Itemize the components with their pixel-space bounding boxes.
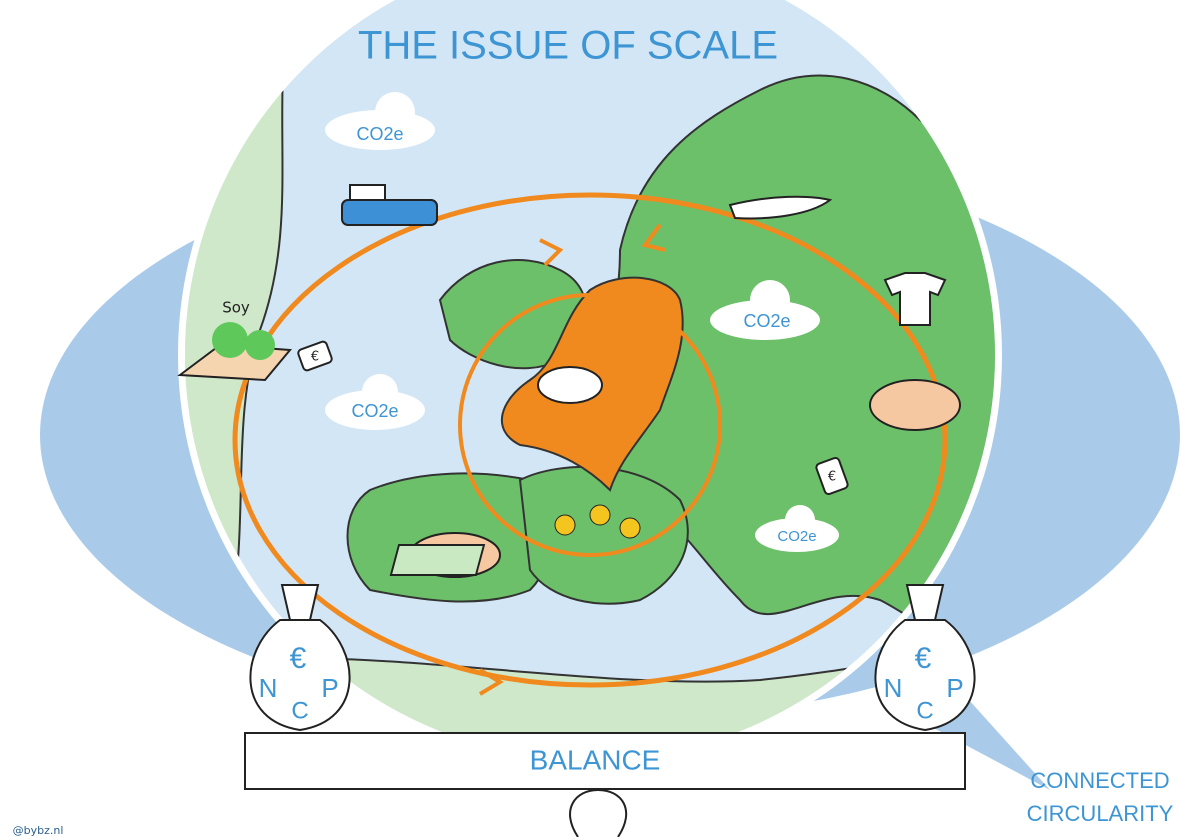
sunflower — [590, 505, 610, 525]
illustration: THE ISSUE OF SCALE Soy CO2e CO2e CO2e CO… — [0, 0, 1180, 837]
ship-cabin — [350, 185, 385, 200]
sunflower-field — [391, 545, 484, 575]
footer-line: CIRCULARITY — [1027, 801, 1174, 826]
central-europe — [520, 467, 688, 604]
bag-letter: N — [259, 673, 278, 703]
credit: @bybz.nl — [13, 824, 64, 837]
balance-label: BALANCE — [530, 744, 661, 775]
bag-letter: N — [884, 673, 903, 703]
cloud-label: CO2e — [743, 311, 790, 331]
bag-letter: € — [290, 642, 307, 675]
soy-plant — [245, 330, 275, 360]
soy-plant — [212, 322, 248, 358]
sunflower — [555, 515, 575, 535]
fulcrum — [570, 790, 626, 837]
page: {"title": "THE ISSUE OF SCALE", "labels"… — [0, 0, 1180, 837]
bag-letter: P — [321, 673, 338, 703]
price-tag-label: € — [311, 350, 319, 365]
label: Soy — [222, 299, 250, 317]
cloud-label: CO2e — [777, 528, 816, 545]
title: THE ISSUE OF SCALE — [358, 24, 778, 68]
bag-letter: € — [915, 642, 932, 675]
price-tag-label: € — [828, 470, 836, 485]
ship — [342, 200, 437, 225]
pig — [870, 380, 960, 430]
footer-line: CONNECTED — [1030, 768, 1169, 793]
bag-letter: C — [916, 697, 933, 724]
bag-letter: P — [946, 673, 963, 703]
bag-letter: C — [291, 697, 308, 724]
body: THE ISSUE OF SCALE Soy CO2e CO2e CO2e CO… — [0, 0, 1180, 837]
cloud-label: CO2e — [356, 124, 403, 144]
cow — [538, 367, 602, 403]
sunflower — [620, 518, 640, 538]
cloud-label: CO2e — [351, 401, 398, 421]
